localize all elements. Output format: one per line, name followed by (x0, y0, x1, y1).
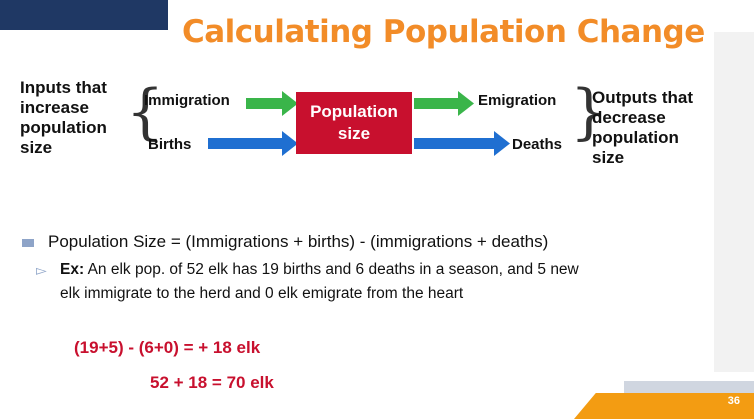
population-size-box: Population size (296, 92, 412, 154)
arrow-bullet-icon: ▻ (36, 262, 47, 278)
inputs-label: Inputs that increase population size (20, 78, 107, 158)
inputs-label-line: population (20, 118, 107, 137)
outputs-label-line: decrease (592, 108, 666, 127)
outputs-label-line: Outputs that (592, 88, 694, 107)
left-brace: { (126, 77, 165, 147)
equation-2: 52 + 18 = 70 elk (150, 373, 274, 392)
formula-bullet: Population Size = (Immigrations + births… (22, 232, 548, 252)
inputs-label-line: increase (20, 98, 89, 117)
right-brace: } (570, 77, 609, 147)
births-arrow (208, 131, 298, 156)
inputs-label-line: Inputs that (20, 78, 107, 97)
example-text: ▻ Ex: An elk pop. of 52 elk has 19 birth… (36, 258, 720, 306)
outputs-label: Outputs that decrease population size (592, 88, 693, 168)
footer-grey-bar (624, 381, 754, 393)
formula-text: Population Size = (Immigrations + births… (48, 232, 549, 251)
emigration-arrow (414, 91, 474, 116)
flow-arrows (208, 91, 510, 156)
header-corner-bar (0, 0, 168, 30)
population-diagram: Inputs that increase population size { I… (20, 70, 720, 180)
births-label: Births (148, 136, 192, 153)
example-line-1: An elk pop. of 52 elk has 19 births and … (84, 261, 579, 278)
population-box-line: size (337, 124, 371, 143)
outputs-label-line: population (592, 128, 679, 147)
page-number: 36 (727, 395, 740, 407)
square-bullet-icon (22, 238, 34, 247)
emigration-label: Emigration (478, 92, 557, 109)
population-box-line: Population (310, 102, 398, 121)
side-stripe (714, 32, 754, 372)
example-line-2: elk immigrate to the herd and 0 elk emig… (60, 285, 464, 302)
immigration-arrow (246, 91, 298, 116)
immigration-label: Immigration (144, 92, 230, 109)
outputs-label-line: size (592, 148, 625, 167)
inputs-label-line: size (20, 138, 53, 157)
slide-title: Calculating Population Change (182, 14, 705, 50)
deaths-arrow (414, 131, 510, 156)
example-prefix: Ex: (60, 261, 85, 278)
equation-1: (19+5) - (6+0) = + 18 elk (74, 338, 261, 357)
deaths-label: Deaths (512, 136, 563, 153)
